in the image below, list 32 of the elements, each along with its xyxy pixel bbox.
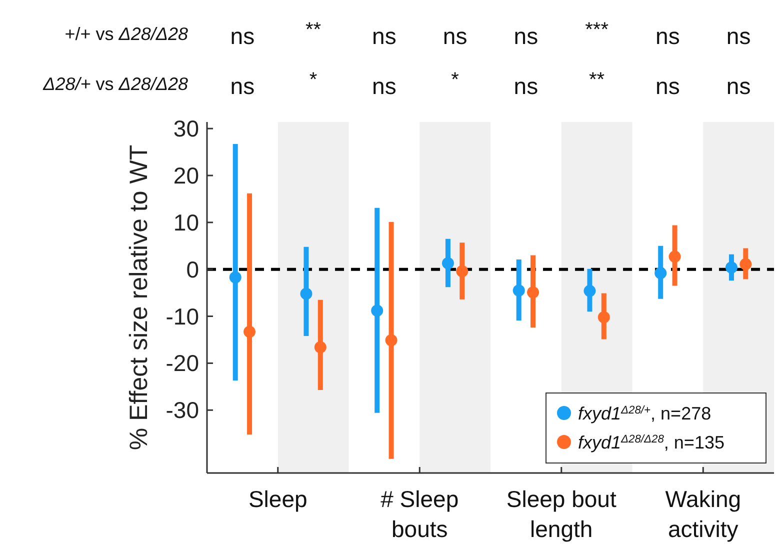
x-tick-label: Sleep bout length	[506, 486, 617, 542]
text: *	[309, 69, 318, 91]
y-axis-title: % Effect size relative to WT	[125, 144, 153, 450]
text: ns	[514, 73, 538, 99]
y-tick-label: -20	[166, 350, 199, 376]
text: ns	[372, 73, 396, 99]
y-tick-label: 20	[173, 162, 199, 189]
y-tick-label: -10	[166, 303, 199, 330]
text: ns	[230, 23, 255, 49]
x-tick-label: # Sleep bouts	[380, 486, 459, 542]
text: ns	[442, 23, 468, 49]
y-tick-label: 0	[186, 256, 199, 282]
text: **	[589, 69, 605, 91]
text: ns	[726, 73, 751, 99]
text: ns	[230, 73, 255, 99]
legend-label: fxyd1$^{Δ28/+}$, n=278	[578, 403, 712, 424]
text: +/+ vs Δ28/Δ28	[64, 24, 188, 44]
y-tick-label: 10	[173, 209, 199, 236]
text: ns	[726, 23, 751, 49]
text: **	[306, 19, 322, 41]
text: ns	[514, 23, 538, 49]
text: ns	[656, 73, 680, 99]
legend-label: fxyd1$^{Δ28/Δ28}$, n=135	[578, 432, 724, 452]
text: ns	[656, 23, 680, 49]
text: Δ28/+ vs Δ28/Δ28	[42, 74, 188, 94]
text: ns	[372, 23, 396, 49]
y-tick-label: -30	[166, 397, 199, 424]
text: *	[451, 69, 460, 91]
x-tick-label: Sleep	[248, 486, 308, 512]
y-tick-label: 30	[173, 116, 199, 142]
text: ***	[585, 19, 609, 41]
x-tick-label: Waking activity	[665, 486, 742, 542]
